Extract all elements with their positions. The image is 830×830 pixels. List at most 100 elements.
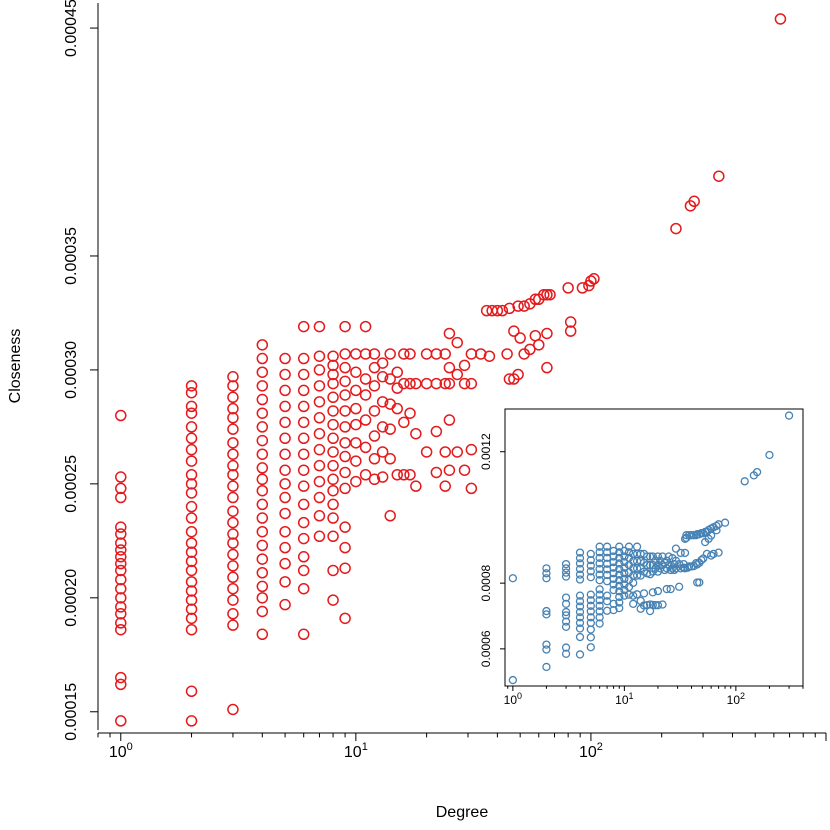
- data-point: [564, 316, 577, 328]
- data-point: [391, 366, 403, 378]
- data-point: [256, 380, 269, 392]
- data-point: [480, 304, 493, 317]
- data-point: [227, 505, 239, 517]
- data-point: [376, 396, 389, 408]
- y-tick-label: 0.00030: [63, 341, 80, 399]
- data-point: [443, 377, 456, 390]
- inset-data-point: [709, 549, 718, 559]
- data-point: [339, 612, 351, 625]
- data-point: [313, 510, 326, 522]
- inset-data-point: [615, 570, 624, 579]
- data-point: [512, 300, 524, 312]
- inset-data-point: [575, 607, 585, 617]
- inset-data-point: [561, 617, 571, 626]
- data-point: [443, 464, 456, 476]
- data-point: [115, 715, 127, 727]
- data-point: [227, 608, 239, 620]
- inset-data-point: [697, 556, 706, 565]
- data-point: [350, 384, 362, 397]
- data-point: [115, 557, 127, 570]
- inset-data-point: [615, 603, 624, 613]
- inset-data-point: [575, 650, 585, 659]
- data-point: [376, 421, 389, 433]
- data-point: [465, 482, 478, 495]
- inset-data-point: [586, 573, 595, 582]
- data-point: [297, 448, 310, 460]
- data-point: [115, 544, 127, 556]
- data-point: [279, 384, 291, 397]
- data-point: [256, 605, 269, 618]
- inset-data-point: [542, 564, 551, 573]
- data-point: [512, 368, 524, 381]
- inset-data-point: [575, 624, 585, 633]
- inset-data-point: [620, 591, 629, 600]
- data-point: [339, 450, 351, 463]
- data-point: [391, 469, 403, 481]
- data-point: [297, 352, 310, 365]
- inset-data-point: [609, 552, 618, 561]
- data-point: [544, 288, 556, 301]
- data-point: [185, 546, 198, 558]
- data-point: [410, 480, 422, 492]
- data-point: [279, 478, 291, 490]
- data-point: [115, 528, 127, 540]
- data-point: [524, 343, 536, 356]
- inset-data-point: [624, 542, 634, 551]
- data-point: [533, 339, 545, 351]
- inset-data-point: [575, 591, 585, 600]
- data-point: [420, 377, 433, 390]
- data-point: [350, 366, 362, 378]
- data-point: [359, 373, 372, 385]
- data-point: [420, 348, 433, 360]
- inset-data-point: [666, 584, 675, 594]
- x-tick-label: 102: [579, 741, 603, 761]
- data-point: [384, 373, 396, 385]
- data-point: [115, 573, 127, 586]
- data-point: [227, 619, 239, 631]
- data-point: [451, 446, 464, 458]
- inset-data-point: [586, 643, 595, 652]
- data-point: [227, 703, 239, 716]
- data-point: [443, 361, 456, 374]
- data-point: [227, 516, 239, 529]
- data-point: [430, 466, 443, 479]
- data-point: [256, 553, 269, 565]
- data-point: [404, 377, 416, 390]
- inset-data-point: [784, 411, 794, 420]
- data-point: [508, 325, 520, 337]
- data-point: [359, 348, 372, 360]
- inset-data-point: [653, 601, 663, 610]
- inset-data-point: [575, 570, 585, 579]
- inset-data-point: [586, 556, 595, 565]
- data-point: [227, 459, 239, 472]
- data-point: [451, 368, 464, 381]
- data-point: [256, 580, 269, 593]
- main-axes: 0.00015 0.00020 0.00025 0.00030 0.00035 0.000…: [63, 0, 827, 761]
- data-point: [297, 368, 310, 381]
- data-point: [313, 530, 326, 543]
- inset-data-point: [609, 569, 618, 578]
- data-point: [368, 430, 381, 442]
- data-point: [185, 421, 198, 433]
- data-point: [227, 380, 239, 392]
- data-point: [297, 582, 310, 595]
- data-point: [256, 434, 269, 447]
- data-point: [227, 448, 239, 460]
- inset-data-point: [542, 574, 551, 583]
- data-point: [451, 336, 464, 349]
- data-point: [279, 541, 291, 554]
- data-point: [185, 576, 198, 588]
- inset-data-point: [586, 633, 595, 642]
- inset-data-point: [542, 640, 551, 649]
- inset-data-point: [624, 548, 634, 557]
- data-point: [391, 402, 403, 415]
- data-point: [496, 304, 509, 317]
- data-point: [256, 393, 269, 406]
- data-point: [327, 350, 339, 362]
- inset-data-point: [765, 450, 774, 460]
- data-point: [279, 416, 291, 429]
- data-point: [227, 560, 239, 572]
- data-point: [185, 564, 198, 577]
- data-point: [588, 273, 600, 285]
- inset-data-point: [645, 570, 655, 579]
